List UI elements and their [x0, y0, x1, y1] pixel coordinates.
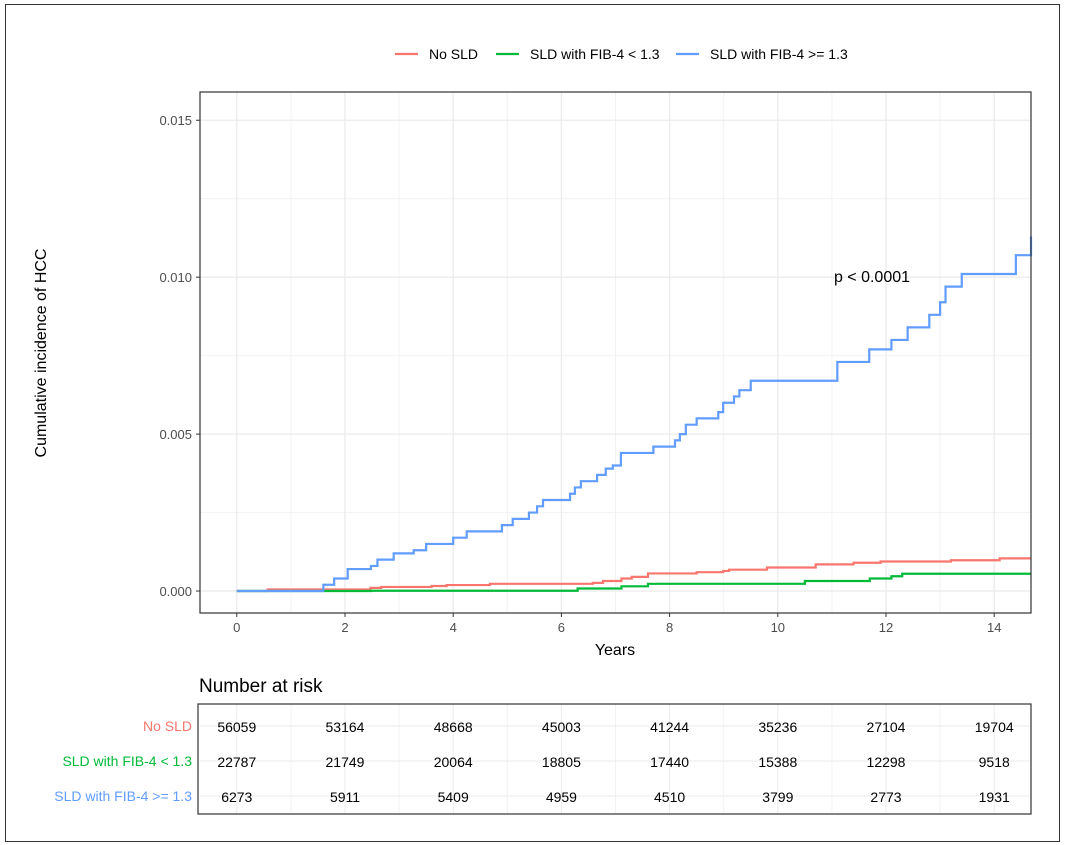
- series-line-3: [236, 236, 1033, 593]
- x-tick-label: 0: [233, 620, 240, 635]
- legend-label-1: No SLD: [429, 46, 478, 62]
- risk-cell: 27104: [867, 719, 906, 735]
- risk-cell: 19704: [975, 719, 1014, 735]
- risk-cell: 41244: [650, 719, 689, 735]
- y-tick-label: 0.005: [159, 427, 192, 442]
- legend-label-3: SLD with FIB-4 >= 1.3: [710, 46, 848, 62]
- risk-cell: 4510: [654, 789, 685, 805]
- risk-table-title: Number at risk: [199, 676, 323, 697]
- risk-cell: 9518: [979, 754, 1010, 770]
- risk-cell: 6273: [221, 789, 252, 805]
- risk-cell: 2773: [870, 789, 901, 805]
- series-line-2: [236, 572, 1031, 593]
- risk-cell: 5409: [438, 789, 469, 805]
- risk-table: No SLD 56059 53164 48668 45003 41244 35236 2710…: [54, 703, 1032, 815]
- risk-cell: 20064: [434, 754, 473, 770]
- risk-cell: 56059: [217, 719, 256, 735]
- plot-panel: 0 2 4 6 8 10 12 14 0.000 0.005 0.010 0.015: [159, 91, 1033, 635]
- x-tick-label: 6: [558, 620, 565, 635]
- risk-cell: 35236: [758, 719, 797, 735]
- legend: No SLD SLD with FIB-4 < 1.3 SLD with FIB-4…: [395, 46, 848, 62]
- risk-cell: 15388: [758, 754, 797, 770]
- series-line-1: [236, 557, 1031, 593]
- risk-cell: 3799: [762, 789, 793, 805]
- risk-cell: 5911: [330, 789, 360, 805]
- risk-cell: 1931: [979, 789, 1010, 805]
- risk-row-label: No SLD: [143, 718, 192, 734]
- y-axis-label: Cumulative incidence of HCC: [33, 249, 50, 458]
- p-value-annotation: p < 0.0001: [834, 269, 910, 286]
- risk-cell: 12298: [867, 754, 906, 770]
- y-tick-label: 0.010: [159, 270, 192, 285]
- risk-cell: 45003: [542, 719, 581, 735]
- figure-border: [5, 4, 1060, 842]
- y-tick-label: 0.000: [159, 584, 192, 599]
- x-tick-label: 4: [450, 620, 457, 635]
- x-tick-label: 10: [771, 620, 785, 635]
- risk-cell: 17440: [650, 754, 689, 770]
- risk-cell: 18805: [542, 754, 581, 770]
- x-tick-label: 14: [987, 620, 1001, 635]
- x-tick-label: 2: [341, 620, 348, 635]
- y-tick-label: 0.015: [159, 113, 192, 128]
- x-tick-label: 12: [879, 620, 893, 635]
- risk-cell: 22787: [217, 754, 256, 770]
- x-axis-label: Years: [595, 642, 635, 659]
- risk-cell: 4959: [546, 789, 577, 805]
- panel-border: [199, 91, 1032, 614]
- x-tick-label: 8: [666, 620, 673, 635]
- risk-cell: 21749: [326, 754, 365, 770]
- risk-cell: 48668: [434, 719, 473, 735]
- risk-cell: 53164: [326, 719, 365, 735]
- risk-row-label: SLD with FIB-4 < 1.3: [62, 753, 192, 769]
- risk-row-label: SLD with FIB-4 >= 1.3: [54, 788, 192, 804]
- risk-table-border: [197, 703, 1032, 815]
- legend-label-2: SLD with FIB-4 < 1.3: [530, 46, 660, 62]
